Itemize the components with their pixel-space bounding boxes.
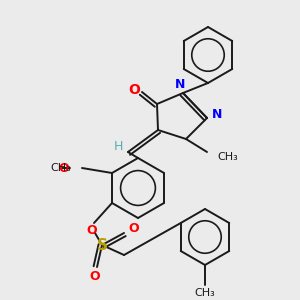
Text: S: S bbox=[97, 238, 107, 253]
Text: O: O bbox=[59, 161, 69, 175]
Text: O: O bbox=[128, 83, 140, 97]
Text: CH₃: CH₃ bbox=[50, 163, 71, 173]
Text: CH₃: CH₃ bbox=[217, 152, 238, 162]
Text: N: N bbox=[175, 77, 185, 91]
Text: H: H bbox=[113, 140, 123, 154]
Text: N: N bbox=[212, 107, 222, 121]
Text: O: O bbox=[87, 224, 97, 236]
Text: CH₃: CH₃ bbox=[195, 288, 215, 298]
Text: O: O bbox=[90, 271, 100, 284]
Text: O: O bbox=[129, 223, 139, 236]
